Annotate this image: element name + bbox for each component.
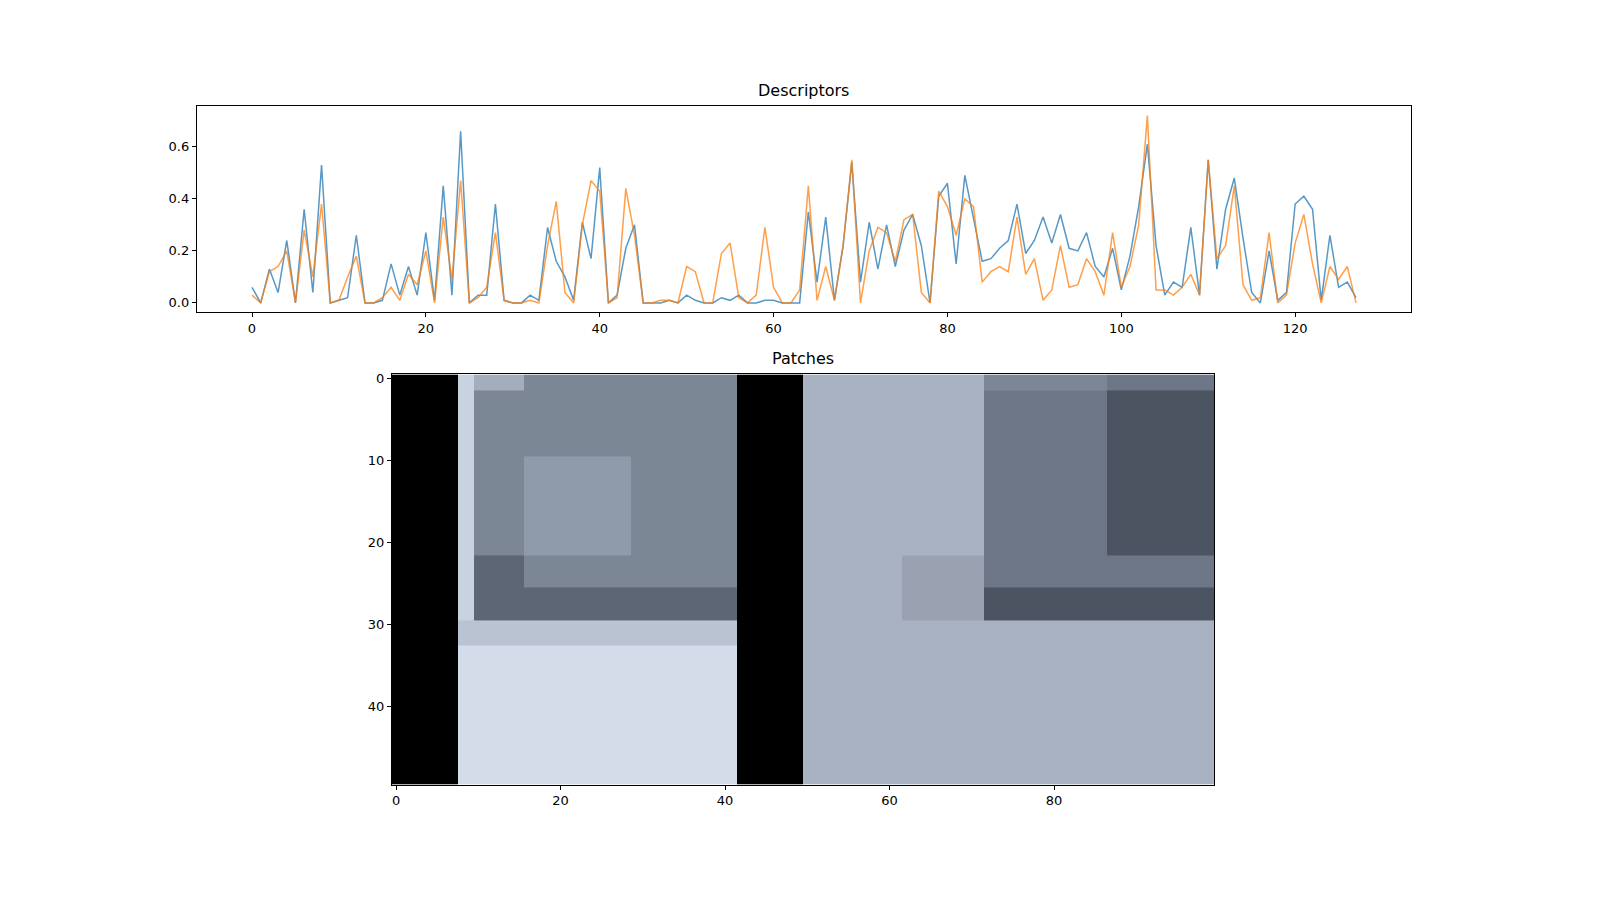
svg-text:20: 20 bbox=[418, 321, 435, 336]
svg-text:10: 10 bbox=[368, 453, 385, 468]
svg-text:40: 40 bbox=[717, 793, 734, 808]
svg-text:120: 120 bbox=[1283, 321, 1308, 336]
svg-text:60: 60 bbox=[765, 321, 782, 336]
svg-text:80: 80 bbox=[939, 321, 956, 336]
svg-text:0.2: 0.2 bbox=[169, 243, 190, 258]
svg-text:30: 30 bbox=[368, 617, 385, 632]
svg-text:40: 40 bbox=[591, 321, 608, 336]
svg-text:0: 0 bbox=[376, 371, 384, 386]
svg-text:Descriptors: Descriptors bbox=[758, 81, 849, 100]
svg-text:60: 60 bbox=[881, 793, 898, 808]
svg-text:100: 100 bbox=[1109, 321, 1134, 336]
svg-text:40: 40 bbox=[368, 699, 385, 714]
svg-text:0.6: 0.6 bbox=[169, 139, 190, 154]
svg-text:Patches: Patches bbox=[772, 349, 834, 368]
svg-text:0.0: 0.0 bbox=[169, 295, 190, 310]
svg-text:20: 20 bbox=[552, 793, 569, 808]
svg-text:20: 20 bbox=[368, 535, 385, 550]
svg-text:0.4: 0.4 bbox=[169, 191, 190, 206]
svg-text:0: 0 bbox=[248, 321, 256, 336]
svg-text:80: 80 bbox=[1046, 793, 1063, 808]
svg-text:0: 0 bbox=[392, 793, 400, 808]
